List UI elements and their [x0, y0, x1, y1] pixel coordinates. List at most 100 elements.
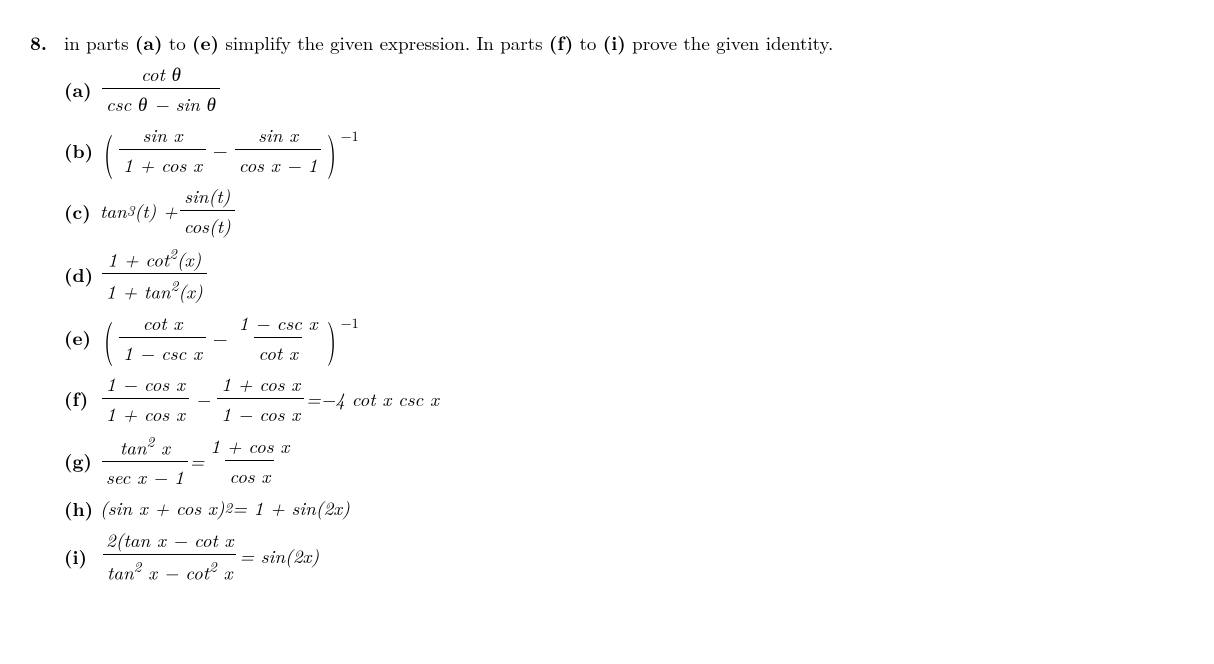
exponent: 3 — [127, 200, 135, 221]
minus-op: − — [191, 385, 216, 412]
intro-ref-f: (f) — [549, 28, 573, 56]
exponent: 2 — [225, 497, 233, 518]
rhs-text: −4 cot x csc x — [321, 385, 439, 412]
part-a: (a) cot θ csc θ − sin θ — [64, 60, 1184, 117]
minus-op: − — [208, 136, 233, 163]
denominator: cos(t) — [180, 210, 235, 239]
intro-ref-e: (e) — [192, 28, 219, 56]
numerator: 2(tan x − cot x — [102, 526, 237, 554]
rhs-text: = 1 + sin(2x) — [232, 494, 350, 521]
fraction: 1 − csc x cot x — [235, 309, 322, 366]
fraction: cot x 1 − csc x — [119, 309, 206, 366]
lhs-text: (sin x + cos x) — [100, 494, 225, 521]
fraction: sin x 1 + cos x — [119, 121, 206, 178]
part-label: (e) — [64, 323, 100, 351]
text: x − cot — [141, 558, 209, 585]
fraction: 2(tan x − cot x tan2 x − cot2 x — [102, 526, 237, 585]
numerator: cot x — [139, 309, 186, 337]
part-label: (c) — [64, 197, 100, 225]
part-label: (h) — [64, 494, 100, 522]
part-h: (h) (sin x + cos x)2 = 1 + sin(2x) — [64, 494, 1184, 522]
part-f: (f) 1 − cos x 1 + cos x − 1 + cos x 1 − … — [64, 370, 1184, 427]
part-e: (e) ( cot x 1 − csc x − 1 − csc x cot x … — [64, 309, 1184, 366]
numerator: 1 − csc x — [235, 309, 322, 337]
denominator: csc θ − sin θ — [102, 88, 220, 117]
right-paren-icon: ) — [327, 128, 336, 172]
numerator: 1 + cos x — [206, 432, 293, 460]
fraction: cot θ csc θ − sin θ — [102, 60, 220, 117]
right-paren-icon: ) — [327, 315, 336, 359]
text: x — [217, 558, 233, 585]
numerator: 1 + cot2(x) — [103, 243, 205, 273]
part-d: (d) 1 + cot2(x) 1 + tan2(x) — [64, 243, 1184, 305]
minus-op: − — [208, 324, 233, 351]
denominator: 1 + cos x — [119, 149, 206, 178]
equals-op: = — [190, 447, 205, 474]
part-label: (g) — [64, 446, 100, 474]
intro-text: prove the given identity. — [626, 29, 833, 56]
expression: 1 + cot2(x) 1 + tan2(x) — [100, 243, 209, 305]
fraction: sin x cos x − 1 — [235, 121, 322, 178]
part-g: (g) tan2 x sec x − 1 = 1 + cos x cos x — [64, 431, 1184, 490]
denominator: 1 + cos x — [102, 398, 189, 427]
numerator: tan2 x — [116, 431, 174, 461]
numerator: 1 − cos x — [102, 370, 189, 398]
fraction: 1 + cos x cos x — [206, 432, 293, 489]
left-paren-icon: ( — [104, 315, 113, 359]
text: (x) — [178, 278, 202, 305]
intro-ref-i: (i) — [603, 28, 626, 56]
part-label: (a) — [64, 75, 100, 103]
fraction: sin(t) cos(t) — [180, 182, 235, 239]
problem-number: 8. — [30, 28, 64, 56]
text: (x) — [177, 245, 201, 272]
arg-text: (t) + — [134, 197, 177, 224]
exponent: −1 — [341, 126, 359, 146]
expression: tan2 x sec x − 1 = 1 + cos x cos x — [100, 431, 295, 490]
denominator: cos x — [225, 460, 274, 489]
fraction: 1 + cos x 1 − cos x — [217, 370, 304, 427]
part-label: (i) — [64, 542, 100, 570]
part-label: (f) — [64, 384, 100, 412]
exponent: 2 — [169, 243, 177, 264]
tan-text: tan — [100, 197, 127, 224]
denominator: tan2 x − cot2 x — [103, 554, 236, 585]
part-i: (i) 2(tan x − cot x tan2 x − cot2 x = si… — [64, 526, 1184, 585]
text: x — [154, 433, 170, 460]
rhs-text: = sin(2x) — [239, 542, 319, 569]
expression: 2(tan x − cot x tan2 x − cot2 x = sin(2x… — [100, 526, 319, 585]
numerator: sin(t) — [180, 182, 234, 210]
parts-list: (a) cot θ csc θ − sin θ (b) ( sin x 1 + … — [64, 60, 1184, 585]
numerator: sin x — [139, 121, 187, 149]
intro-text: to — [163, 29, 193, 56]
numerator: sin x — [254, 121, 302, 149]
intro-text: in parts — [64, 29, 135, 56]
exponent: 2 — [209, 556, 217, 577]
denominator: 1 − cos x — [217, 398, 304, 427]
fraction: tan2 x sec x − 1 — [102, 431, 188, 490]
part-label: (d) — [64, 260, 100, 288]
expression: ( sin x 1 + cos x − sin x cos x − 1 )−1 — [100, 121, 359, 178]
numerator: cot θ — [137, 60, 185, 88]
fraction: 1 + cot2(x) 1 + tan2(x) — [102, 243, 207, 305]
part-label: (b) — [64, 136, 100, 164]
part-b: (b) ( sin x 1 + cos x − sin x cos x − 1 … — [64, 121, 1184, 178]
exponent: −1 — [341, 313, 359, 333]
text: tan — [107, 558, 134, 585]
equals-op: = — [306, 385, 321, 412]
denominator: sec x − 1 — [102, 461, 188, 490]
expression: ( cot x 1 − csc x − 1 − csc x cot x )−1 — [100, 309, 359, 366]
denominator: 1 − csc x — [119, 337, 206, 366]
denominator: 1 + tan2(x) — [102, 273, 207, 304]
part-c: (c) tan3(t) + sin(t) cos(t) — [64, 182, 1184, 239]
denominator: cot x — [254, 337, 301, 366]
text: tan — [120, 433, 147, 460]
numerator: 1 + cos x — [217, 370, 304, 398]
left-paren-icon: ( — [104, 128, 113, 172]
intro-text: to — [573, 29, 603, 56]
expression: tan3(t) + sin(t) cos(t) — [100, 182, 237, 239]
expression: cot θ csc θ − sin θ — [100, 60, 222, 117]
text: 1 + cot — [107, 245, 169, 272]
expression: (sin x + cos x)2 = 1 + sin(2x) — [100, 494, 350, 521]
expression: 1 − cos x 1 + cos x − 1 + cos x 1 − cos … — [100, 370, 439, 427]
denominator: cos x − 1 — [235, 149, 322, 178]
